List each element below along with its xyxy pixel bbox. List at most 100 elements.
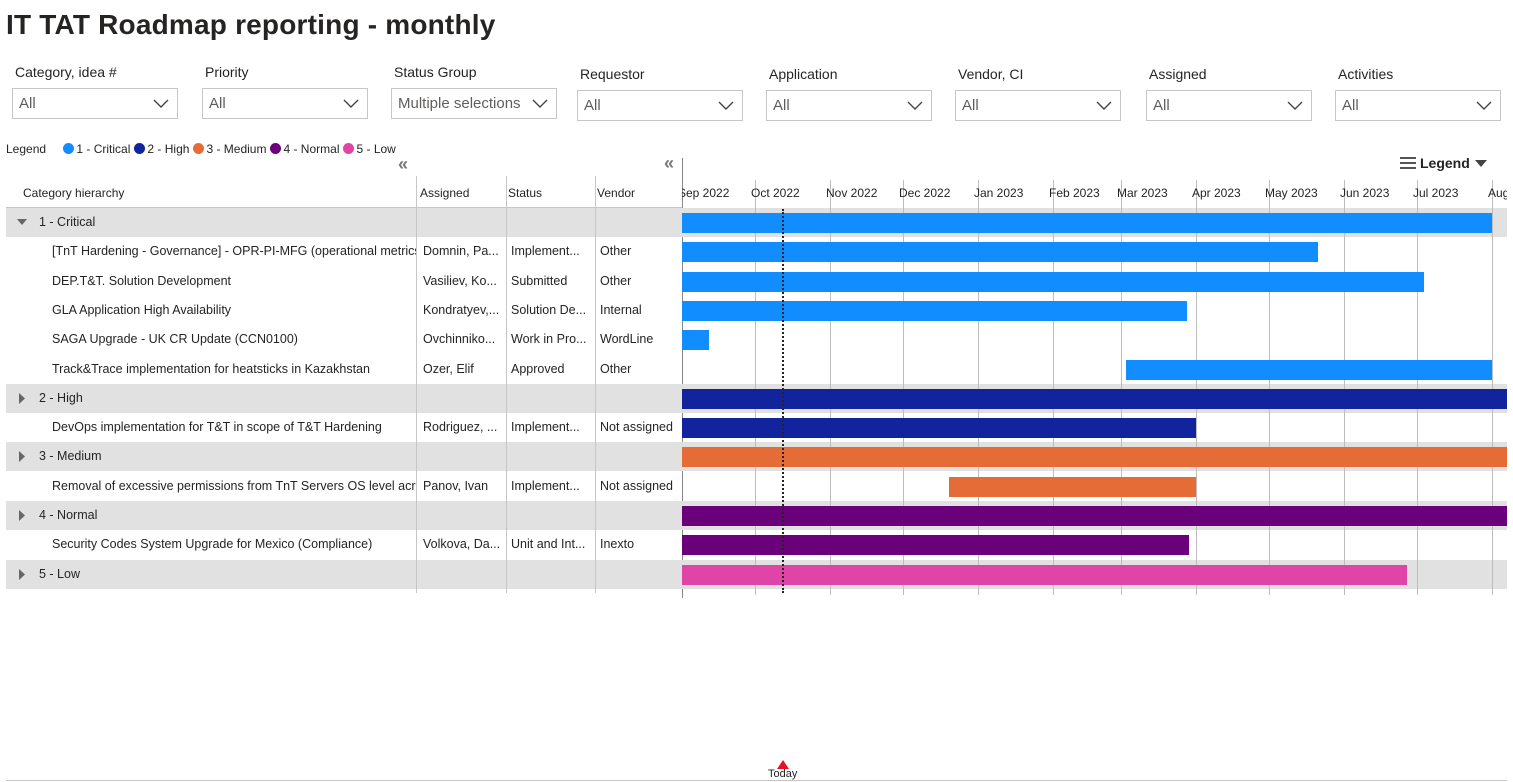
gantt-bar[interactable]: [682, 213, 1492, 233]
today-label: Today: [768, 768, 798, 780]
slicer-label: Status Group: [394, 64, 477, 80]
slicer-requestor: Requestor All: [577, 64, 743, 121]
task-name: SAGA Upgrade - UK CR Update (CCN0100): [52, 332, 298, 346]
chart-left-border: [682, 158, 683, 598]
gantt-bar[interactable]: [682, 301, 1187, 321]
table-row[interactable]: DevOps implementation for T&T in scope o…: [6, 413, 1507, 442]
slicer-label: Application: [769, 66, 838, 82]
legend-dot-icon: [270, 143, 282, 154]
slicer-priority: Priority All: [202, 62, 368, 119]
month-gridline: [830, 180, 831, 595]
legend-item-label: 4 - Normal: [283, 142, 340, 156]
table-row[interactable]: Removal of excessive permissions from Tn…: [6, 472, 1507, 501]
month-label: Jul 2023: [1413, 186, 1459, 200]
caret-right-icon[interactable]: [16, 560, 28, 589]
slicer-activities: Activities All: [1335, 64, 1501, 121]
slicer-value: All: [962, 97, 979, 114]
gantt-bar[interactable]: [682, 330, 709, 350]
month-label: Jun 2023: [1340, 186, 1390, 200]
group-label: 3 - Medium: [39, 449, 102, 463]
task-name: GLA Application High Availability: [52, 303, 232, 317]
gantt-bar[interactable]: [682, 389, 1507, 409]
slicer-dropdown[interactable]: All: [12, 88, 178, 119]
slicer-status-group: Status Group Multiple selections: [391, 62, 557, 119]
caret-right-icon[interactable]: [16, 501, 28, 530]
assigned-cell: Rodriguez, ...: [423, 420, 498, 434]
legend-item: 1 - Critical: [63, 141, 130, 157]
status-cell: [511, 442, 595, 471]
legend-item-label: 1 - Critical: [76, 142, 131, 156]
slicer-dropdown[interactable]: All: [577, 90, 743, 121]
table-row[interactable]: GLA Application High Availability Kondrat…: [6, 296, 1507, 325]
slicer-dropdown[interactable]: Multiple selections: [391, 88, 557, 119]
legend-toggle-label: Legend: [1420, 155, 1470, 171]
column-divider: [506, 176, 507, 593]
assigned-cell: Ozer, Elif: [423, 362, 474, 376]
gantt-bar[interactable]: [682, 272, 1424, 292]
slicer-dropdown[interactable]: All: [1335, 90, 1501, 121]
task-name: DEP.T&T. Solution Development: [52, 274, 232, 288]
task-name: Track&Trace implementation for heatstick…: [52, 362, 370, 376]
chevron-down-icon: [152, 89, 170, 118]
today-marker-icon: [777, 760, 789, 769]
table-row[interactable]: [TnT Hardening - Governance] - OPR-PI-MF…: [6, 237, 1507, 266]
caret-right-icon[interactable]: [16, 442, 28, 471]
status-cell: Implement...: [511, 479, 580, 493]
caret-down-icon: [1474, 160, 1487, 167]
legend-dot-icon: [343, 143, 355, 154]
month-gridline: [1417, 180, 1418, 595]
gantt-bar[interactable]: [682, 447, 1507, 467]
legend-item: 5 - Low: [343, 141, 396, 157]
gantt-bar[interactable]: [682, 242, 1318, 262]
slicer-label: Activities: [1338, 66, 1394, 82]
column-header-category[interactable]: Category hierarchy: [23, 186, 125, 200]
slicer-dropdown[interactable]: All: [202, 88, 368, 119]
bottom-divider: [6, 780, 1507, 781]
collapse-table-button[interactable]: «: [398, 154, 409, 174]
gantt-bar[interactable]: [682, 535, 1189, 555]
slicer-dropdown[interactable]: All: [955, 90, 1121, 121]
gantt-bar[interactable]: [949, 477, 1196, 497]
table-row[interactable]: SAGA Upgrade - UK CR Update (CCN0100) Ovc…: [6, 325, 1507, 354]
slicer-dropdown[interactable]: All: [766, 90, 932, 121]
caret-right-icon[interactable]: [16, 384, 28, 413]
assigned-cell: [423, 384, 507, 413]
month-label: May 2023: [1265, 186, 1318, 200]
legend-toggle-button[interactable]: Legend: [1400, 154, 1487, 172]
column-divider: [416, 176, 417, 593]
slicer-dropdown[interactable]: All: [1146, 90, 1312, 121]
collapse-columns-button[interactable]: «: [664, 153, 675, 173]
vendor-cell: Not assigned: [600, 420, 673, 434]
task-name: DevOps implementation for T&T in scope o…: [52, 420, 382, 434]
status-cell: [511, 208, 595, 237]
status-cell: Solution De...: [511, 303, 587, 317]
table-row[interactable]: Track&Trace implementation for heatstick…: [6, 355, 1507, 384]
vendor-cell: Inexto: [600, 537, 635, 551]
page-title: IT TAT Roadmap reporting - monthly: [6, 9, 496, 40]
gantt-bar[interactable]: [1126, 360, 1492, 380]
column-header-vendor[interactable]: Vendor: [597, 186, 636, 200]
gantt-bar[interactable]: [682, 506, 1507, 526]
assigned-cell: Panov, Ivan: [423, 479, 489, 493]
legend-title: Legend: [6, 142, 47, 156]
chevron-down-icon: [717, 91, 735, 120]
legend-dot-icon: [134, 143, 146, 154]
slicer-label: Requestor: [580, 66, 645, 82]
gantt-bar[interactable]: [682, 418, 1196, 438]
table-row[interactable]: Security Codes System Upgrade for Mexico…: [6, 530, 1507, 559]
assigned-cell: Ovchinniko...: [423, 332, 496, 346]
caret-down-icon[interactable]: [16, 208, 28, 237]
group-label: 2 - High: [39, 391, 83, 405]
slicer-value: All: [1342, 97, 1359, 114]
vendor-cell: [600, 501, 682, 530]
column-header-status[interactable]: Status: [508, 186, 543, 200]
slicer-value: Multiple selections: [398, 95, 521, 112]
table-row[interactable]: DEP.T&T. Solution Development Vasiliev, K…: [6, 267, 1507, 296]
task-name: [TnT Hardening - Governance] - OPR-PI-MF…: [52, 244, 416, 258]
slicer-label: Priority: [205, 64, 249, 80]
month-label: Mar 2023: [1117, 186, 1168, 200]
gantt-bar[interactable]: [682, 565, 1407, 585]
status-cell: [511, 384, 595, 413]
column-header-assigned[interactable]: Assigned: [420, 186, 470, 200]
month-label: Dec 2022: [899, 186, 951, 200]
